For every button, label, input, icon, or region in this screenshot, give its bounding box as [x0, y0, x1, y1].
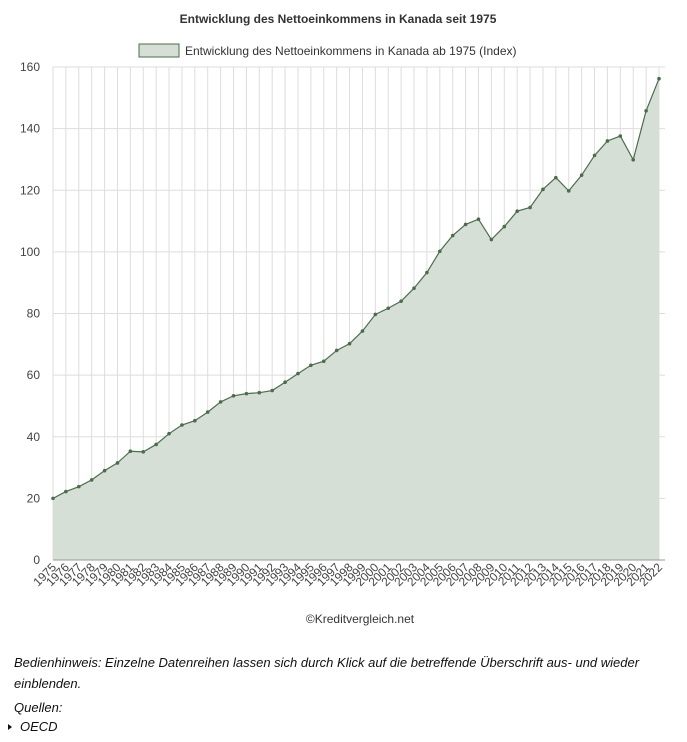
- x-axis: 1975197619771978197919801981198219831984…: [30, 560, 665, 589]
- data-point[interactable]: [102, 468, 107, 473]
- data-point[interactable]: [205, 410, 210, 414]
- data-point[interactable]: [528, 205, 532, 210]
- data-point[interactable]: [631, 157, 636, 162]
- data-point[interactable]: [244, 391, 249, 396]
- data-point[interactable]: [231, 393, 236, 398]
- data-point[interactable]: [605, 139, 610, 143]
- data-point[interactable]: [554, 175, 558, 180]
- y-axis: 0 20 40 60 80 100 120 140 160: [20, 60, 40, 567]
- sources-list: OECD: [0, 719, 58, 734]
- data-point[interactable]: [64, 489, 68, 494]
- data-point[interactable]: [296, 371, 300, 376]
- data-point[interactable]: [515, 209, 519, 214]
- y-tick-label: 0: [33, 553, 40, 567]
- source-item-label: OECD: [20, 719, 58, 734]
- usage-note: Bedienhinweis: Einzelne Datenreihen lass…: [14, 655, 640, 691]
- data-point[interactable]: [193, 418, 197, 423]
- y-tick-label: 40: [27, 430, 41, 444]
- legend-label: Entwicklung des Nettoeinkommens in Kanad…: [185, 44, 517, 58]
- data-point[interactable]: [579, 173, 584, 177]
- data-point[interactable]: [309, 363, 313, 368]
- data-point[interactable]: [541, 187, 545, 192]
- y-tick-label: 140: [20, 122, 40, 136]
- series-area: [53, 78, 659, 561]
- sources-label: Quellen:: [14, 700, 63, 715]
- y-tick-label: 20: [27, 491, 41, 505]
- series-line: [52, 78, 660, 499]
- legend-item[interactable]: Entwicklung des Nettoeinkommens in Kanad…: [138, 43, 517, 58]
- area-layer: [51, 76, 665, 561]
- data-point[interactable]: [463, 222, 468, 227]
- bullet-icon: [8, 724, 12, 730]
- data-point[interactable]: [167, 431, 171, 436]
- data-point[interactable]: [115, 461, 120, 465]
- y-tick-label: 60: [27, 368, 41, 382]
- data-point[interactable]: [283, 380, 287, 385]
- data-point[interactable]: [180, 423, 184, 427]
- data-point[interactable]: [76, 484, 81, 489]
- y-tick-label: 160: [20, 60, 40, 74]
- data-point[interactable]: [270, 388, 274, 393]
- data-point[interactable]: [412, 286, 416, 291]
- data-point[interactable]: [386, 306, 391, 311]
- data-point[interactable]: [489, 237, 494, 242]
- data-point[interactable]: [657, 76, 661, 81]
- source-item: OECD: [0, 719, 58, 734]
- data-point[interactable]: [218, 400, 223, 404]
- chart-credit: ©Kreditvergleich.net: [306, 612, 415, 626]
- data-point[interactable]: [257, 390, 262, 395]
- data-point[interactable]: [334, 348, 339, 353]
- data-point[interactable]: [644, 108, 648, 113]
- data-point[interactable]: [425, 270, 429, 275]
- data-point[interactable]: [618, 134, 623, 138]
- data-point[interactable]: [51, 496, 55, 501]
- data-point[interactable]: [373, 312, 378, 317]
- data-point[interactable]: [141, 450, 146, 454]
- data-point[interactable]: [89, 478, 94, 482]
- data-point[interactable]: [321, 359, 326, 364]
- data-point[interactable]: [592, 153, 597, 158]
- data-point[interactable]: [154, 442, 158, 447]
- data-point[interactable]: [450, 233, 455, 238]
- chart-title: Entwicklung des Nettoeinkommens in Kanad…: [180, 12, 497, 26]
- y-tick-label: 100: [20, 245, 40, 259]
- data-point[interactable]: [566, 189, 571, 193]
- income-area-chart: Entwicklung des Nettoeinkommens in Kanad…: [20, 12, 665, 626]
- y-tick-label: 120: [20, 183, 40, 197]
- data-point[interactable]: [438, 249, 442, 254]
- data-point[interactable]: [502, 224, 507, 229]
- data-point[interactable]: [399, 299, 403, 303]
- data-point[interactable]: [360, 329, 365, 333]
- data-point[interactable]: [476, 217, 481, 222]
- legend-swatch: [138, 43, 180, 58]
- data-point[interactable]: [128, 449, 133, 454]
- data-point[interactable]: [347, 341, 352, 346]
- y-tick-label: 80: [27, 307, 41, 321]
